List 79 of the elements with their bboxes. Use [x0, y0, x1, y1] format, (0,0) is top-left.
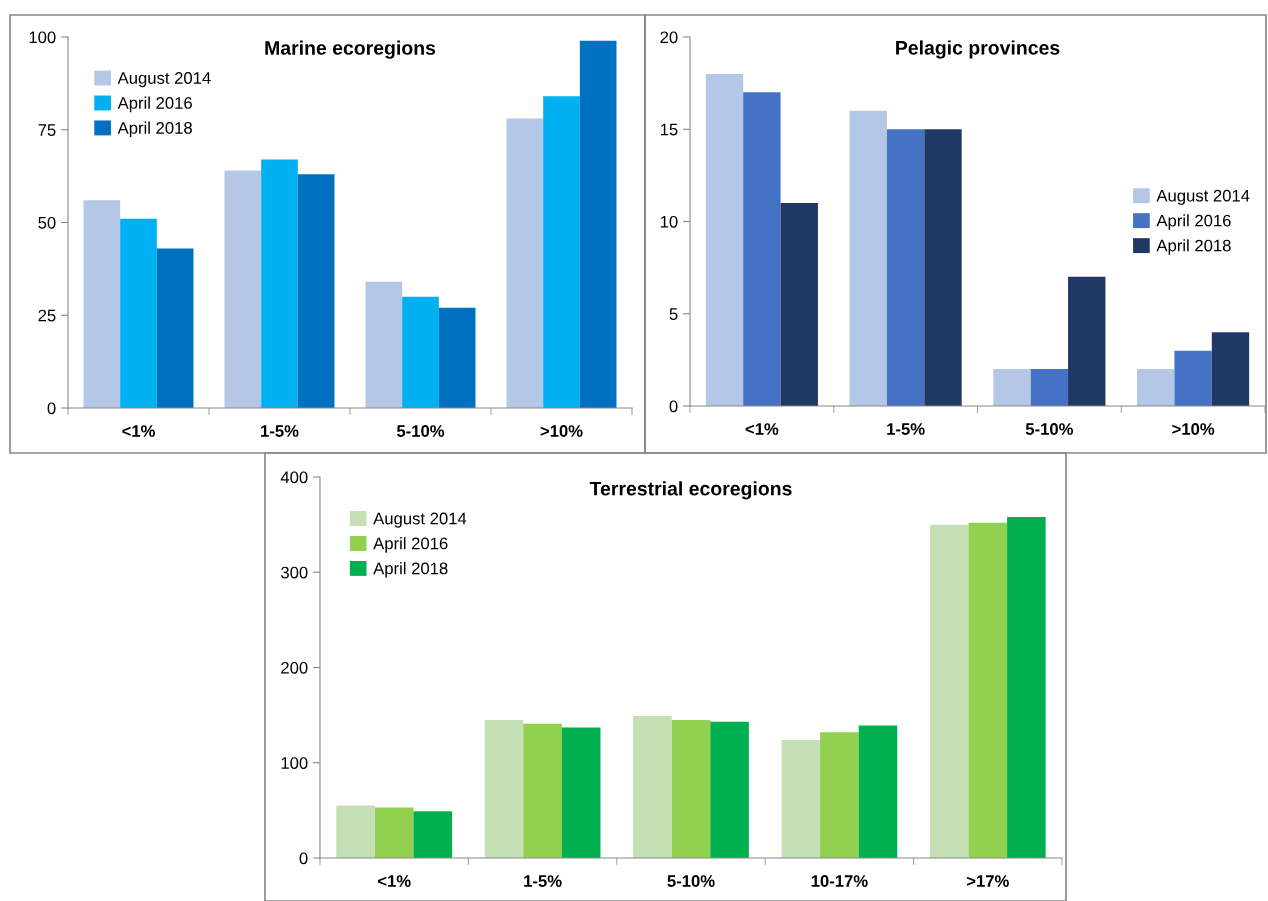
y-tick-label: 75	[38, 124, 56, 136]
x-tick-label: 5-10%	[667, 875, 715, 887]
legend-label: April 2018	[1156, 239, 1231, 255]
legend-label: August 2014	[1156, 189, 1250, 205]
y-tick-label: 50	[38, 216, 56, 229]
bar	[1137, 369, 1175, 406]
x-tick-label: >10%	[1172, 423, 1215, 435]
bar	[968, 522, 1008, 858]
bar	[993, 369, 1031, 406]
legend-label: April 2016	[117, 96, 192, 113]
bar	[1174, 350, 1212, 406]
y-tick-label: 200	[281, 661, 308, 674]
legend-label: August 2014	[117, 72, 211, 88]
bar	[1211, 332, 1250, 406]
y-tick-label: 100	[281, 757, 308, 769]
bar	[579, 40, 617, 408]
y-tick-label: 0	[669, 400, 678, 413]
chart-title: Pelagic provinces	[896, 40, 1060, 59]
legend-label: April 2016	[373, 537, 448, 553]
x-tick-label: 5-10%	[1025, 423, 1074, 435]
bar	[924, 129, 962, 406]
bar	[781, 739, 821, 858]
x-tick-label: >10%	[540, 425, 583, 437]
bar	[336, 805, 375, 858]
bar	[83, 200, 121, 408]
bar	[506, 118, 544, 408]
bar	[743, 92, 781, 406]
x-tick-label: 10-17%	[811, 875, 868, 887]
bar	[413, 811, 453, 858]
bar	[929, 524, 969, 858]
y-tick-label: 15	[660, 123, 678, 136]
y-tick-label: 10	[660, 215, 678, 228]
x-tick-label: 1-5%	[261, 425, 299, 437]
bar	[1068, 276, 1106, 406]
legend-label: August 2014	[373, 512, 467, 528]
bar	[402, 296, 439, 408]
y-tick-label: 25	[38, 309, 56, 322]
x-tick-label: >17%	[966, 875, 1009, 887]
bar	[710, 721, 749, 858]
bar	[156, 248, 194, 408]
x-tick-label: 1-5%	[887, 423, 925, 435]
bar	[780, 203, 818, 406]
bar	[633, 716, 672, 858]
x-tick-label: 5-10%	[396, 425, 445, 437]
bar	[484, 719, 524, 858]
bar	[1030, 369, 1069, 406]
chart-title: Terrestrial ecoregions	[589, 481, 792, 500]
legend-label: April 2018	[117, 121, 192, 138]
y-tick-label: 100	[29, 31, 56, 44]
bar	[120, 218, 157, 408]
bar	[297, 174, 335, 408]
legend-label: April 2016	[1156, 214, 1231, 230]
bar	[523, 723, 562, 858]
y-tick-label: 20	[660, 31, 678, 44]
bar	[886, 129, 925, 406]
bar	[438, 307, 476, 408]
y-tick-label: 5	[669, 308, 678, 320]
bar	[561, 727, 601, 858]
y-tick-label: 0	[47, 402, 56, 415]
bar	[671, 719, 711, 858]
bar	[365, 281, 403, 408]
bar	[224, 170, 262, 408]
bar	[849, 110, 887, 406]
y-tick-label: 0	[299, 852, 308, 865]
x-tick-label: <1%	[745, 423, 779, 435]
bar	[858, 725, 898, 858]
bar	[374, 807, 414, 858]
x-tick-label: <1%	[122, 425, 155, 437]
y-tick-label: 300	[281, 566, 308, 579]
bar	[705, 73, 744, 406]
legend-label: April 2018	[373, 562, 448, 578]
x-tick-label: <1%	[377, 875, 411, 887]
x-tick-label: 1-5%	[524, 875, 562, 887]
bar	[261, 159, 298, 408]
bar	[820, 732, 859, 858]
y-tick-label: 400	[280, 471, 308, 484]
bar	[543, 96, 580, 408]
chart-title: Marine ecoregions	[265, 40, 436, 59]
bar	[1007, 517, 1046, 858]
